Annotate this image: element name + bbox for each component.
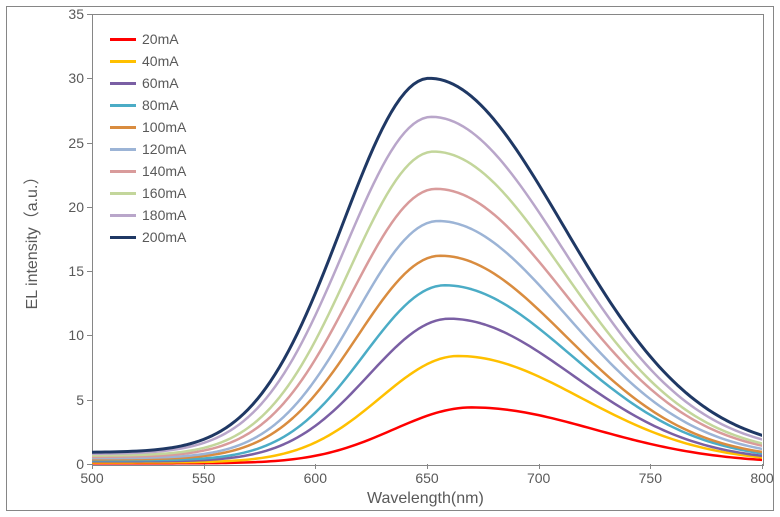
x-tick-label: 550 (192, 470, 215, 486)
legend-label: 140mA (142, 163, 186, 179)
legend-item: 160mA (110, 182, 186, 204)
y-tick-mark (87, 335, 92, 336)
legend-item: 40mA (110, 50, 186, 72)
y-tick-label: 0 (44, 456, 84, 472)
x-tick-label: 750 (639, 470, 662, 486)
legend-label: 20mA (142, 31, 179, 47)
legend-item: 20mA (110, 28, 186, 50)
legend-label: 80mA (142, 97, 179, 113)
legend-item: 180mA (110, 204, 186, 226)
legend-swatch (110, 148, 136, 151)
legend-swatch (110, 126, 136, 129)
x-tick-label: 600 (304, 470, 327, 486)
legend-swatch (110, 104, 136, 107)
y-tick-mark (87, 271, 92, 272)
legend-swatch (110, 170, 136, 173)
x-axis-title: Wavelength(nm) (367, 490, 484, 508)
series-line (92, 117, 762, 454)
legend-item: 140mA (110, 160, 186, 182)
legend-item: 120mA (110, 138, 186, 160)
x-tick-label: 650 (415, 470, 438, 486)
legend-swatch (110, 192, 136, 195)
y-tick-label: 25 (44, 135, 84, 151)
legend-label: 200mA (142, 229, 186, 245)
legend-label: 180mA (142, 207, 186, 223)
x-tick-label: 800 (750, 470, 773, 486)
legend-label: 40mA (142, 53, 179, 69)
y-tick-mark (87, 400, 92, 401)
legend-label: 100mA (142, 119, 186, 135)
series-line (92, 78, 762, 452)
y-tick-mark (87, 78, 92, 79)
legend-label: 160mA (142, 185, 186, 201)
y-tick-label: 20 (44, 199, 84, 215)
x-tick-mark (315, 464, 316, 469)
x-tick-mark (204, 464, 205, 469)
legend-swatch (110, 82, 136, 85)
y-tick-mark (87, 143, 92, 144)
y-tick-label: 10 (44, 327, 84, 343)
legend-item: 80mA (110, 94, 186, 116)
y-tick-label: 30 (44, 70, 84, 86)
x-tick-mark (762, 464, 763, 469)
legend-swatch (110, 236, 136, 239)
x-tick-mark (539, 464, 540, 469)
y-tick-label: 5 (44, 392, 84, 408)
y-tick-mark (87, 14, 92, 15)
series-line (92, 152, 762, 456)
x-tick-label: 700 (527, 470, 550, 486)
x-tick-mark (427, 464, 428, 469)
y-axis-title: EL intensity（a.u.） (18, 169, 42, 310)
chart-container: { "chart": { "type": "line", "width": 78… (0, 0, 780, 517)
legend-item: 60mA (110, 72, 186, 94)
y-tick-label: 15 (44, 263, 84, 279)
legend-swatch (110, 60, 136, 63)
x-tick-mark (650, 464, 651, 469)
legend-label: 120mA (142, 141, 186, 157)
legend-item: 200mA (110, 226, 186, 248)
legend: 20mA 40mA 60mA 80mA 100mA 120mA 140mA 160mA 180m… (110, 28, 186, 248)
legend-swatch (110, 38, 136, 41)
legend-label: 60mA (142, 75, 179, 91)
legend-swatch (110, 214, 136, 217)
x-tick-mark (92, 464, 93, 469)
legend-item: 100mA (110, 116, 186, 138)
y-tick-mark (87, 207, 92, 208)
x-tick-label: 500 (80, 470, 103, 486)
y-tick-label: 35 (44, 6, 84, 22)
